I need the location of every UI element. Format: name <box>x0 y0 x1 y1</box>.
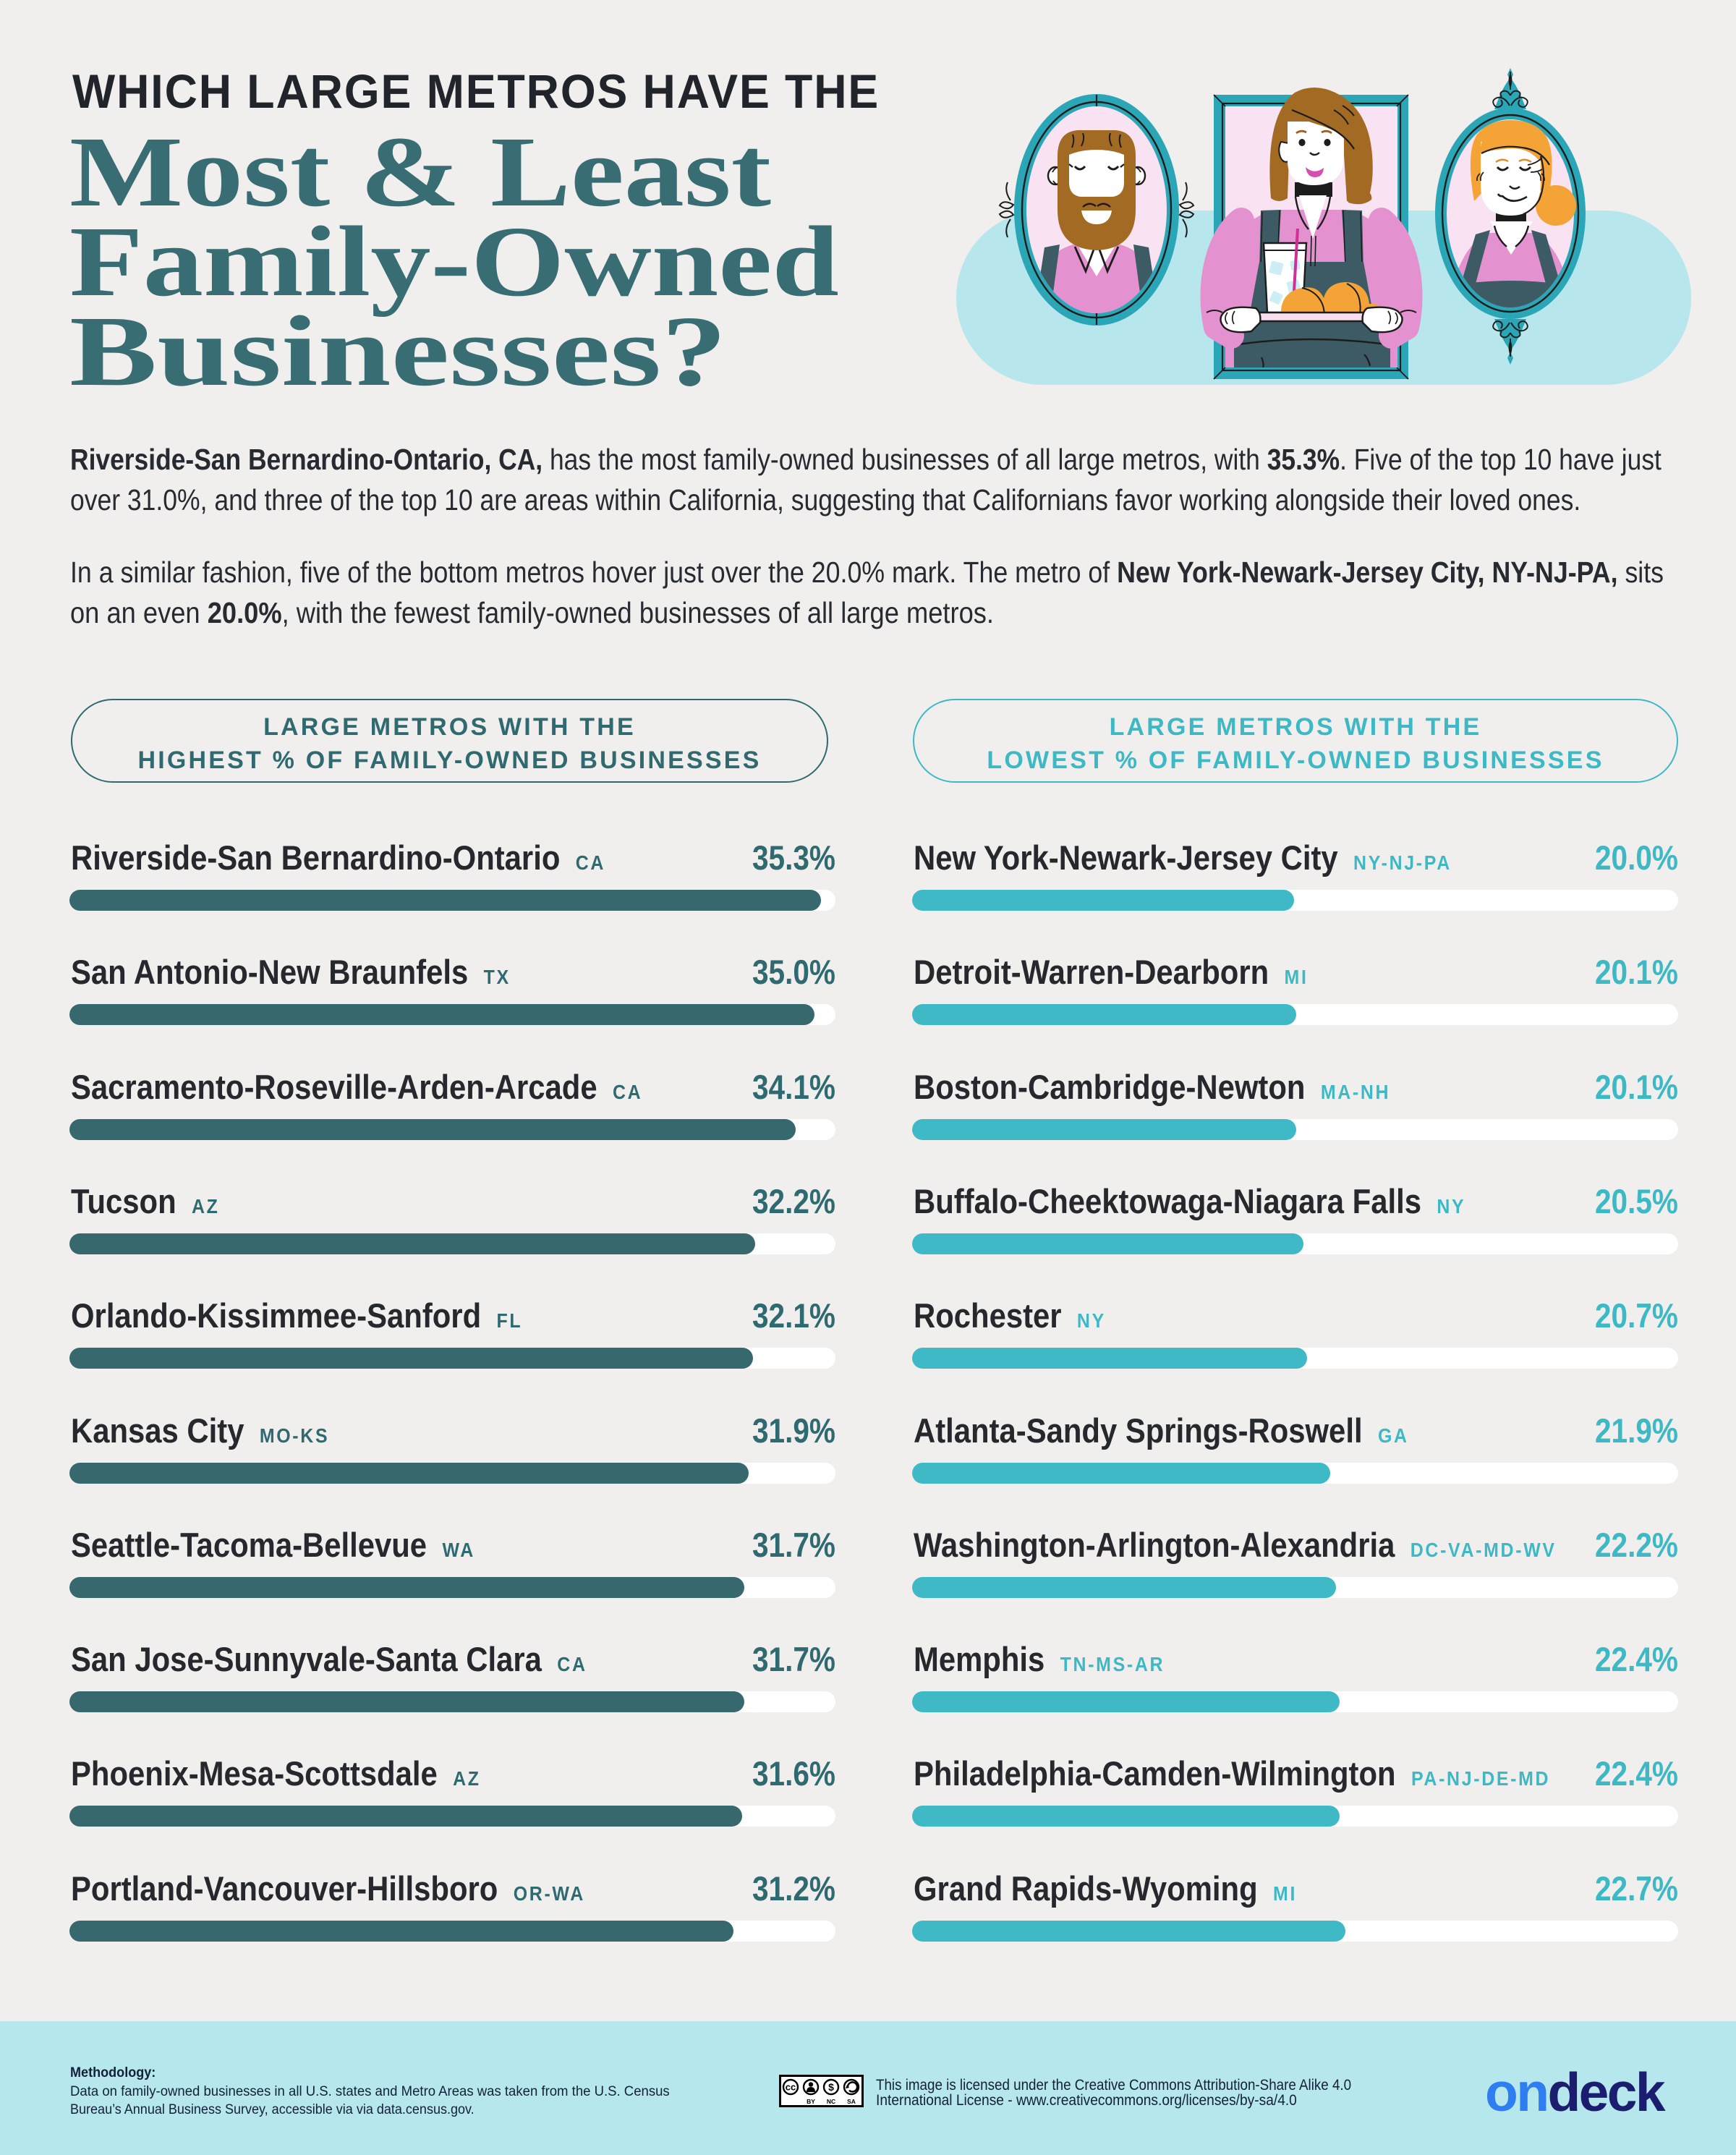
svg-text:NC: NC <box>827 2098 835 2105</box>
svg-text:BY: BY <box>807 2098 815 2105</box>
svg-text:SA: SA <box>847 2098 856 2105</box>
svg-text:cc: cc <box>786 2082 796 2093</box>
svg-text:$: $ <box>828 2081 834 2093</box>
